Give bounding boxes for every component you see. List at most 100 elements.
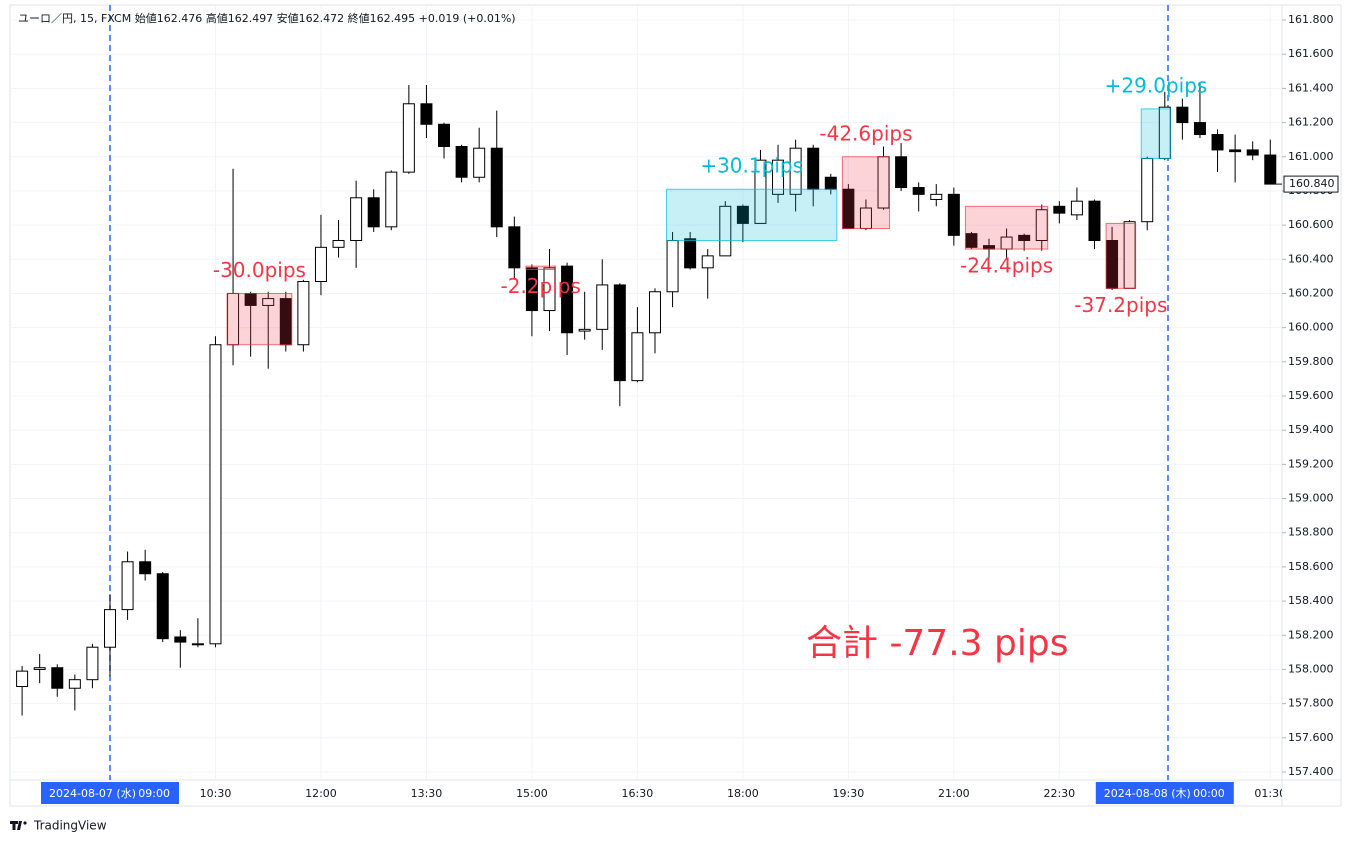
trade-label: -42.6pips [819,121,912,145]
candle-body [1264,154,1277,185]
y-tick-label: 159.000 [1288,492,1334,505]
candle-body [1176,106,1189,124]
candle-body [912,187,925,195]
candle-body [596,284,609,330]
y-tick-label: 159.800 [1288,355,1334,368]
candle-body [68,679,81,689]
candle-body [648,291,661,334]
candle-body [1193,122,1206,136]
candle-body [754,159,767,224]
trade-label: -30.0pips [213,258,306,282]
candle-body [156,573,169,640]
candle-body [402,103,415,173]
candle-body [332,239,345,248]
candle-body [1053,205,1066,214]
x-tick-label: 12:00 [305,787,337,800]
last-price-label: 160.840 [1289,177,1335,190]
date-time-label: 2024-08-08 (木) 00:00 [1095,782,1234,804]
date-label: 2024-08-07 (水) [49,787,136,800]
candle-body [736,205,749,224]
y-tick-label: 158.400 [1288,594,1334,607]
y-tick-label: 159.200 [1288,457,1334,470]
grid [10,5,1282,780]
candle-body [297,281,310,346]
candle-body [930,193,943,200]
y-tick-label: 158.800 [1288,526,1334,539]
y-tick-label: 161.200 [1288,116,1334,129]
y-tick-label: 161.800 [1288,13,1334,26]
candle-body [16,670,29,688]
x-tick-label: 22:30 [1043,787,1075,800]
y-tick-label: 159.400 [1288,423,1334,436]
y-tick-label: 160.400 [1288,252,1334,265]
trade-label: -2.2pips [501,274,581,298]
candle-body [121,561,134,611]
trade-box [841,156,891,230]
candle-body [367,197,380,228]
candle-body [613,284,626,382]
candle-body [895,156,908,189]
candle-body [262,298,275,306]
y-tick-label: 161.600 [1288,47,1334,60]
candle-body [525,267,538,312]
y-tick-label: 158.000 [1288,662,1334,675]
candle-body [104,609,116,648]
candle-body [719,205,732,257]
candle-body [350,197,363,241]
plot [16,83,1277,716]
y-tick-label: 161.000 [1288,150,1334,163]
brand-logo [10,821,27,830]
candle-body [314,246,327,283]
x-tick-label: 01:30 [1254,787,1286,800]
candle-body [1018,234,1031,241]
trade-label: -24.4pips [960,254,1053,278]
candle-body [191,643,204,646]
candle-body [789,147,802,195]
date-label-bg [41,782,179,804]
x-tick-label: 16:30 [622,787,654,800]
candle-body [947,193,960,236]
candle-body [1141,157,1154,223]
candle-body [807,147,820,190]
candle-body [543,267,556,312]
trade-label: +30.1pips [700,154,803,178]
x-tick-label: 19:30 [833,787,865,800]
trade-box [525,265,556,271]
candle-body [701,255,714,269]
y-tick-label: 159.600 [1288,389,1334,402]
candle-body [561,265,574,334]
brand: TradingView [33,819,107,833]
candle-body [684,238,697,269]
candle-body [1070,200,1083,216]
candle-body [578,328,591,332]
candle-body [1088,200,1101,241]
y-tick-label: 158.200 [1288,628,1334,641]
y-tick-label: 157.800 [1288,697,1334,710]
trade-box [1105,222,1137,289]
candle-body [666,239,679,293]
x-tick-label: 00:00 [1193,787,1225,800]
x-tick-label: 09:00 [138,787,170,800]
candle-body [631,332,644,382]
frame [9,4,1342,807]
x-tick-label: 10:30 [200,787,232,800]
trade-label: +29.0pips [1105,73,1208,97]
y-tick-label: 157.400 [1288,765,1334,778]
last-price-tag [1283,175,1339,193]
candle-body [1246,149,1259,156]
candle-body [51,667,64,689]
x-tick-label: 18:00 [727,787,759,800]
candle-body [385,171,398,228]
candle-body [1211,134,1224,151]
candle-body [473,147,486,178]
candle-body [209,344,222,645]
candle-body [508,226,521,269]
candle-body [490,147,503,228]
trade-box [1140,108,1172,159]
y-tick-label: 160.000 [1288,321,1334,334]
trade-box [226,292,293,346]
candle-body [1229,149,1242,153]
y-tick-label: 158.600 [1288,560,1334,573]
candle-body [455,145,468,178]
